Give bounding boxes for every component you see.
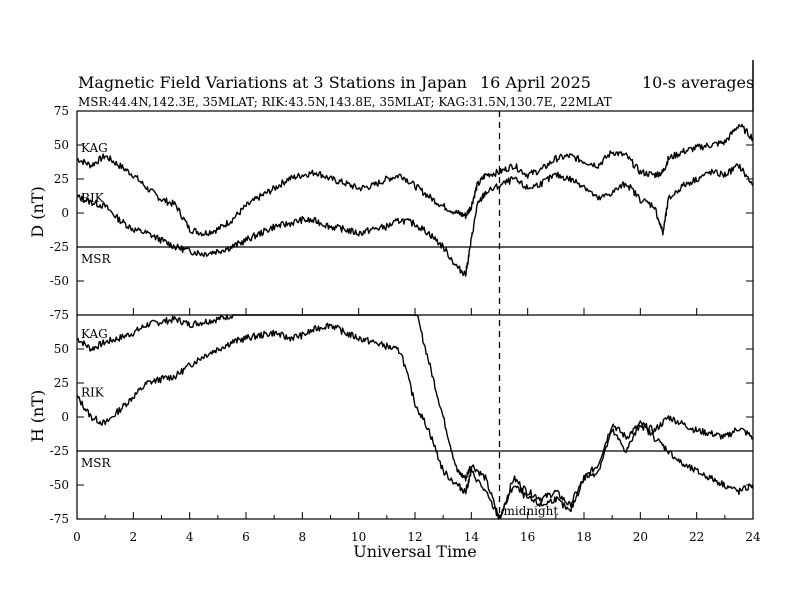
midnight-label: midnight (504, 504, 559, 518)
y-tick-label: -25 (50, 444, 69, 458)
y-tick-label: -50 (50, 274, 69, 288)
y-tick-label: -75 (50, 512, 69, 526)
y-tick-label: 50 (54, 138, 69, 152)
y-tick-label: 25 (54, 172, 69, 186)
x-tick-label: 16 (520, 530, 535, 544)
y-tick-label: -50 (50, 478, 69, 492)
x-axis-label: Universal Time (353, 542, 476, 561)
axis-ticks: 0 2 4 6 8 10 12 14 16 18 20 22 24 (73, 308, 761, 544)
y-tick-label: 75 (54, 104, 69, 118)
h-axis-label: H (nT) (28, 390, 47, 443)
chart-subtitle: MSR:44.4N,142.3E, 35MLAT; RIK:43.5N,143.… (78, 95, 612, 109)
series-line-kag (76, 314, 754, 520)
x-tick-label: 12 (407, 530, 422, 544)
station-label-msr: MSR (81, 252, 112, 266)
x-tick-label: 10 (351, 530, 366, 544)
y-tick-label: 0 (61, 206, 69, 220)
station-label-kag: KAG (81, 141, 108, 155)
station-label-rik: RIK (81, 386, 105, 400)
x-tick-label: 6 (242, 530, 250, 544)
x-tick-label: 2 (130, 530, 138, 544)
averaging-label: 10-s averages (642, 73, 754, 92)
x-tick-label: 22 (689, 530, 704, 544)
y-tick-label: 0 (61, 410, 69, 424)
d-panel: 75 50 25 0 -25 -50 -75 KAG RIK MSR (50, 104, 754, 322)
series-line-kag (77, 123, 754, 237)
station-label-msr: MSR (81, 456, 112, 470)
y-tick-label: 25 (54, 376, 69, 390)
station-label-kag: KAG (81, 327, 108, 341)
x-tick-label: 20 (633, 530, 648, 544)
series-line-rik (76, 322, 754, 520)
x-tick-label: 4 (186, 530, 194, 544)
h-panel: 50 25 0 -25 -50 -75 KAG RIK MSR (50, 314, 754, 526)
d-axis-label: D (nT) (28, 186, 47, 237)
x-tick-label: 14 (464, 530, 480, 544)
station-label-rik: RIK (81, 191, 105, 205)
y-tick-label: -25 (50, 240, 69, 254)
date-label: 16 April 2025 (480, 73, 591, 92)
y-tick-label: 50 (54, 342, 69, 356)
x-tick-label: 8 (299, 530, 307, 544)
chart-title: Magnetic Field Variations at 3 Stations … (78, 73, 467, 92)
series-line-rik (76, 163, 754, 277)
x-tick-label: 24 (745, 530, 761, 544)
y-tick-label: -75 (50, 308, 69, 322)
x-tick-label: 18 (576, 530, 591, 544)
x-tick-label: 0 (73, 530, 81, 544)
